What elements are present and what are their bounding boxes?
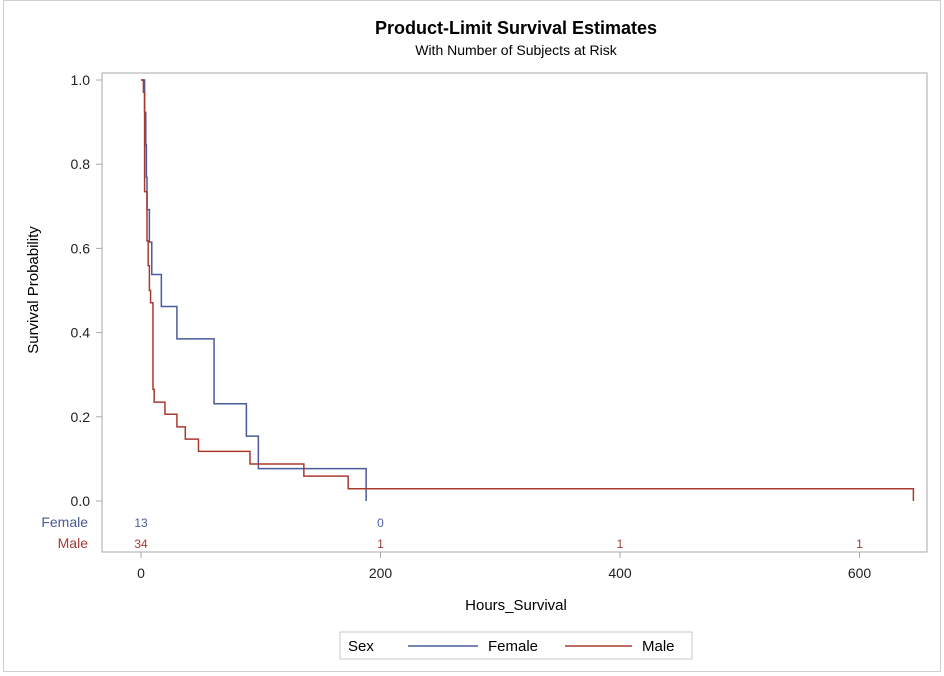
y-tick-label: 1.0 <box>71 72 91 88</box>
at-risk-row-label: Female <box>41 514 88 530</box>
x-tick-label: 600 <box>848 565 872 581</box>
at-risk-count: 34 <box>134 537 148 551</box>
y-tick-label: 0.8 <box>71 156 91 172</box>
plot-area <box>101 72 928 553</box>
x-tick-label: 0 <box>137 565 145 581</box>
survival-curve-female <box>141 79 367 501</box>
at-risk-row-label: Male <box>58 535 89 551</box>
at-risk-table: Female 13 0 Male 34 1 1 1 <box>41 514 863 551</box>
x-axis: 0 200 400 600 <box>137 552 871 581</box>
x-tick-label: 400 <box>608 565 632 581</box>
y-tick-label: 0.4 <box>71 325 91 341</box>
legend-label-female: Female <box>488 638 538 655</box>
at-risk-count: 1 <box>617 537 624 551</box>
at-risk-count: 1 <box>377 537 384 551</box>
legend-label-male: Male <box>642 638 675 655</box>
at-risk-count: 13 <box>134 516 148 530</box>
series-group <box>141 79 915 501</box>
at-risk-count: 0 <box>377 516 384 530</box>
legend-title: Sex <box>348 638 374 655</box>
chart-frame <box>3 0 941 672</box>
y-tick-label: 0.2 <box>71 409 91 425</box>
y-axis-label: Survival Probability <box>25 226 42 354</box>
legend-box <box>339 631 693 660</box>
x-tick-label: 200 <box>369 565 393 581</box>
at-risk-count: 1 <box>856 537 863 551</box>
survival-curve-male <box>141 79 915 501</box>
x-axis-label: Hours_Survival <box>465 597 567 614</box>
y-axis: 0.0 0.2 0.4 0.6 0.8 1.0 <box>71 72 102 509</box>
y-tick-label: 0.0 <box>71 493 91 509</box>
chart-title: Product-Limit Survival Estimates <box>375 18 657 38</box>
chart-subtitle: With Number of Subjects at Risk <box>415 42 618 58</box>
y-tick-label: 0.6 <box>71 240 91 256</box>
legend: Sex Female Male <box>339 631 693 660</box>
